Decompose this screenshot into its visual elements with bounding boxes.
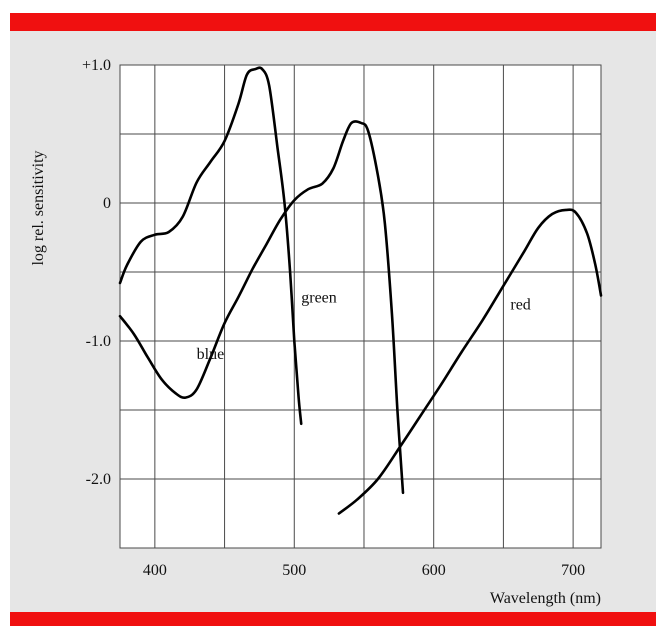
series-label-red: red — [510, 296, 530, 313]
x-tick-label: 600 — [422, 562, 446, 579]
series-label-green: green — [301, 289, 337, 306]
y-tick-label: 0 — [103, 195, 111, 212]
series-labels: blue green red — [197, 289, 531, 363]
y-tick-label: -1.0 — [86, 333, 111, 350]
series-label-blue: blue — [197, 346, 225, 363]
x-tick-label: 700 — [561, 562, 585, 579]
series-lines — [118, 66, 603, 515]
y-axis-label: log rel. sensitivity — [30, 150, 47, 265]
plot-area — [119, 64, 602, 549]
x-tick-label: 400 — [143, 562, 167, 579]
tick-labels: 400 500 600 700 +1.0 0 -1.0 -2.0 — [82, 57, 585, 579]
bottom-accent-bar — [10, 612, 656, 626]
grid — [120, 65, 601, 548]
y-tick-label: +1.0 — [82, 57, 111, 74]
x-axis-label: Wavelength (nm) — [490, 590, 601, 607]
y-tick-label: -2.0 — [86, 471, 111, 488]
series-line-blue — [118, 66, 303, 426]
series-line-green — [118, 120, 405, 495]
top-accent-bar — [10, 13, 656, 31]
series-line-red — [337, 208, 603, 515]
x-tick-label: 500 — [282, 562, 306, 579]
